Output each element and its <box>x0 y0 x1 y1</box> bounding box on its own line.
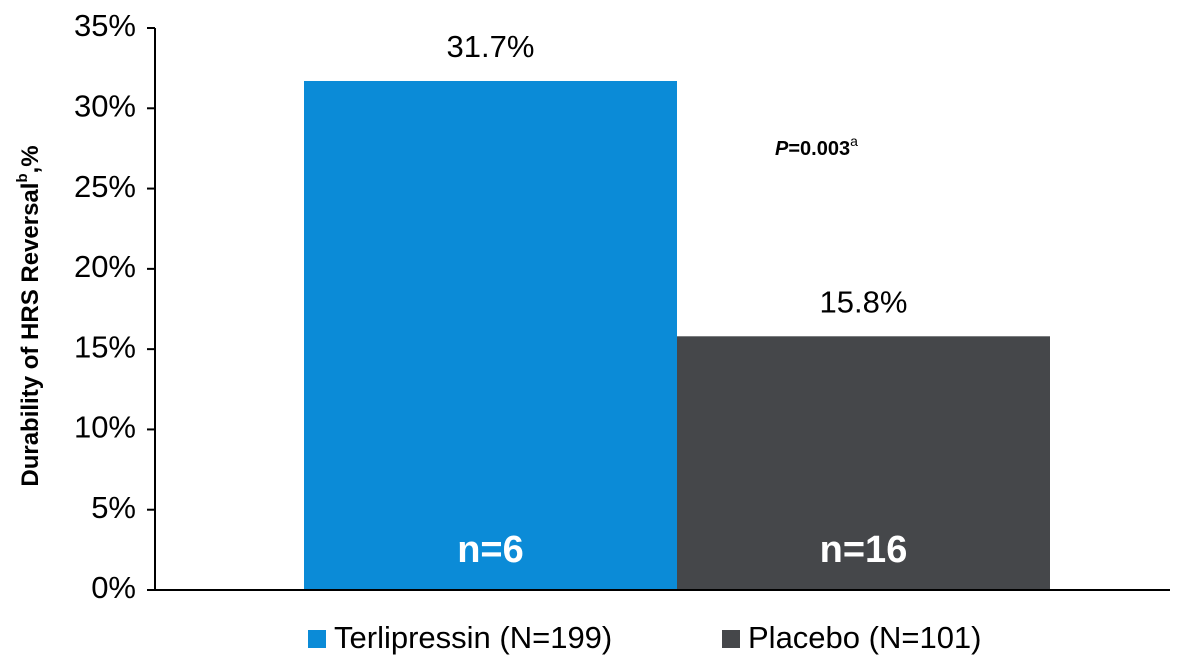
value-label: 15.8% <box>820 284 908 319</box>
y-tick-label: 20% <box>74 249 136 284</box>
legend-label: Terlipressin (N=199) <box>334 620 612 655</box>
n-label: n=6 <box>457 529 524 571</box>
y-tick-label: 5% <box>91 490 136 525</box>
legend-swatch <box>308 630 326 648</box>
y-label-text: Durability of HRS Reversal <box>17 183 44 487</box>
y-axis-label: Durability of HRS Reversalb,% <box>14 145 44 486</box>
legend-swatch <box>722 630 740 648</box>
annotation-text: =0.003 <box>788 138 850 160</box>
n-label: n=16 <box>820 529 908 571</box>
y-tick-label: 25% <box>74 169 136 204</box>
annotation-italic: P <box>775 138 789 160</box>
annotation-sup: a <box>850 133 858 149</box>
bar <box>304 80 677 590</box>
annotation: P=0.003a <box>775 133 858 161</box>
value-label: 31.7% <box>447 29 535 64</box>
y-label-sup: b <box>14 173 31 182</box>
y-tick-label: 30% <box>74 88 136 123</box>
legend-label: Placebo (N=101) <box>748 620 982 655</box>
y-tick-label: 0% <box>91 570 136 605</box>
y-tick-label: 35% <box>74 8 136 43</box>
y-tick-label: 10% <box>74 410 136 445</box>
y-tick-label: 15% <box>74 329 136 364</box>
y-label-suffix: ,% <box>17 145 44 173</box>
bar <box>677 336 1050 590</box>
